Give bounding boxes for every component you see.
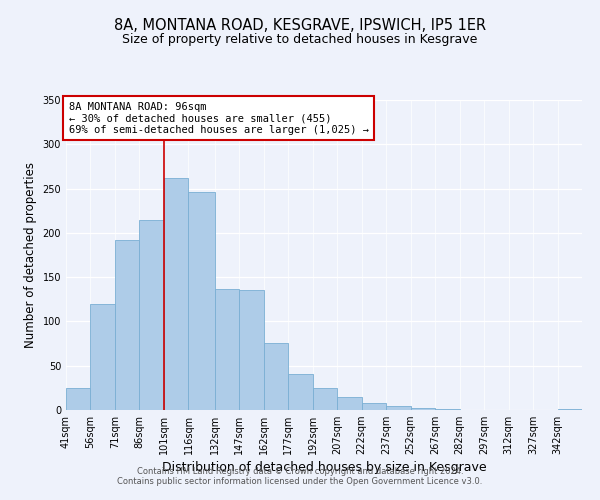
- Bar: [410, 408, 435, 410]
- Bar: [239, 290, 263, 410]
- Bar: [288, 374, 313, 410]
- Bar: [386, 406, 410, 410]
- Bar: [337, 396, 362, 410]
- Bar: [215, 288, 239, 410]
- Text: 8A, MONTANA ROAD, KESGRAVE, IPSWICH, IP5 1ER: 8A, MONTANA ROAD, KESGRAVE, IPSWICH, IP5…: [114, 18, 486, 32]
- Bar: [313, 388, 337, 410]
- Bar: [362, 403, 386, 410]
- Bar: [435, 409, 460, 410]
- Text: Contains HM Land Registry data © Crown copyright and database right 2024.: Contains HM Land Registry data © Crown c…: [137, 467, 463, 476]
- Bar: [115, 240, 139, 410]
- Text: Size of property relative to detached houses in Kesgrave: Size of property relative to detached ho…: [122, 32, 478, 46]
- Bar: [164, 178, 188, 410]
- Bar: [91, 304, 115, 410]
- Bar: [139, 220, 164, 410]
- Text: 8A MONTANA ROAD: 96sqm
← 30% of detached houses are smaller (455)
69% of semi-de: 8A MONTANA ROAD: 96sqm ← 30% of detached…: [68, 102, 368, 134]
- Y-axis label: Number of detached properties: Number of detached properties: [24, 162, 37, 348]
- Bar: [263, 342, 288, 410]
- Bar: [66, 388, 91, 410]
- X-axis label: Distribution of detached houses by size in Kesgrave: Distribution of detached houses by size …: [161, 462, 487, 474]
- Bar: [188, 192, 215, 410]
- Bar: [557, 409, 582, 410]
- Text: Contains public sector information licensed under the Open Government Licence v3: Contains public sector information licen…: [118, 477, 482, 486]
